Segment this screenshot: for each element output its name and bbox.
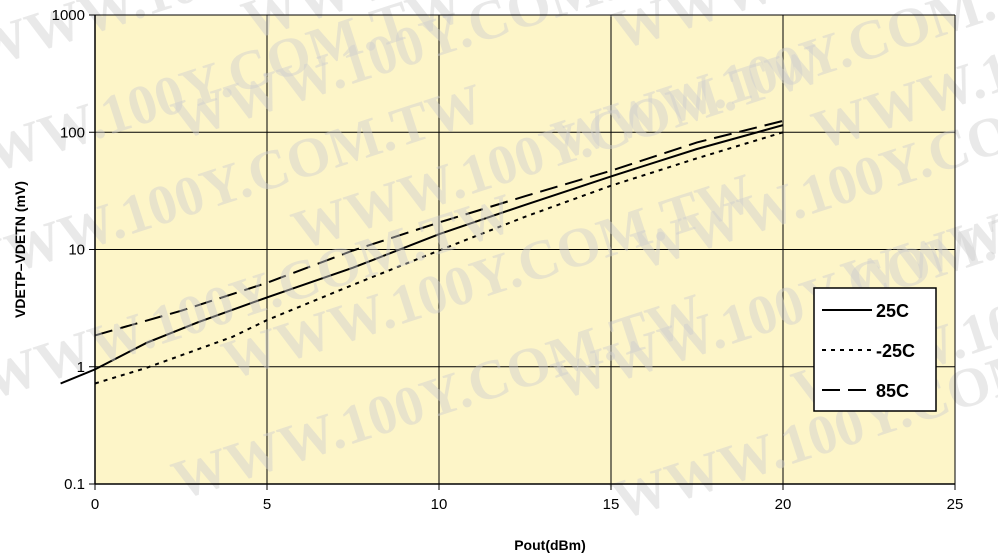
x-tick-label: 5 xyxy=(263,496,271,513)
x-axis-title: Pout(dBm) xyxy=(514,537,586,553)
x-tick-label: 10 xyxy=(431,496,448,513)
y-tick-label: 1 xyxy=(77,359,85,376)
y-axis-title: VDETP–VDETN (mV) xyxy=(12,181,28,318)
x-tick-label: 25 xyxy=(947,496,964,513)
x-tick-label: 20 xyxy=(775,496,792,513)
axes: 0 5 10 15 20 25 0.1 1 10 100 1000 xyxy=(52,7,964,513)
series-line--25C xyxy=(94,131,784,385)
series-line-25C xyxy=(60,124,784,385)
y-tick-label: 1000 xyxy=(52,7,85,24)
legend: 25C -25C 85C xyxy=(813,287,937,412)
series-group xyxy=(60,119,784,385)
series-line-85C xyxy=(94,119,784,337)
legend-label-25C: 25C xyxy=(876,301,909,321)
y-tick-label: 10 xyxy=(68,242,85,259)
y-tick-label: 100 xyxy=(60,124,85,141)
legend-label-85C: 85C xyxy=(876,381,909,401)
x-tick-label: 15 xyxy=(603,496,620,513)
legend-label--25C: -25C xyxy=(876,341,915,361)
x-tick-label: 0 xyxy=(91,496,99,513)
y-tick-label: 0.1 xyxy=(64,476,85,493)
